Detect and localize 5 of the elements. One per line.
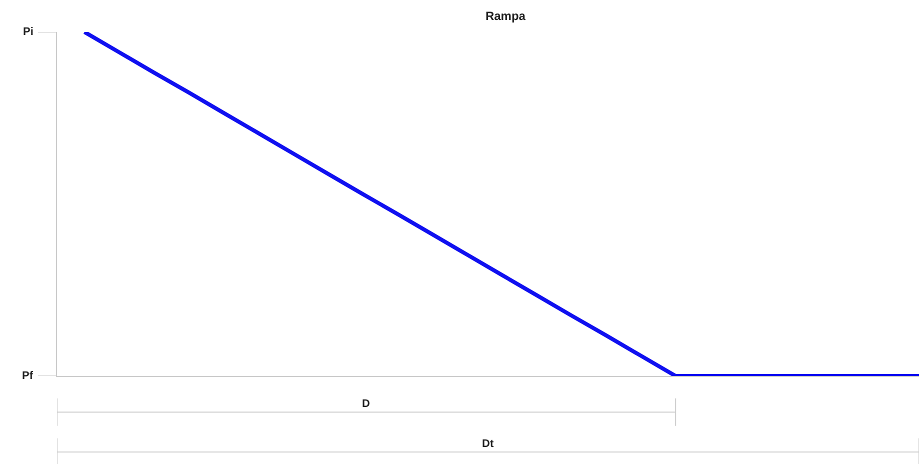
chart-title: Rampa	[485, 9, 526, 23]
ref-line-label: Pf	[22, 370, 34, 382]
text: D	[362, 398, 370, 410]
ref-line-label: Pi	[23, 26, 34, 38]
text: Dt	[482, 438, 494, 450]
